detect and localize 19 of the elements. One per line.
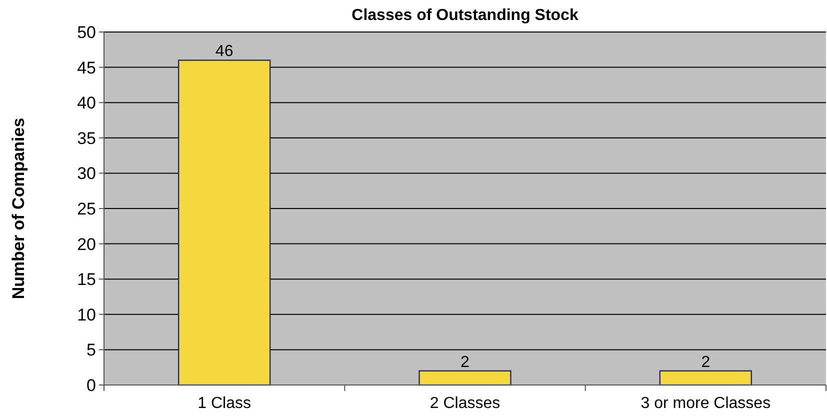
y-tick-label: 25 (77, 199, 96, 218)
data-label: 2 (701, 354, 710, 371)
y-tick-label: 5 (86, 340, 96, 360)
y-tick-label: 15 (77, 270, 96, 290)
y-tick-label: 20 (77, 234, 96, 254)
data-label: 2 (460, 354, 470, 371)
y-axis-title: Number of Companies (9, 118, 28, 300)
y-tick-label: 50 (77, 22, 96, 42)
y-tick-label: 30 (77, 164, 96, 184)
x-tick-label: 1 Class (198, 395, 252, 412)
y-tick-label: 35 (77, 128, 96, 148)
x-tick-label: 3 or more Classes (640, 395, 771, 412)
y-tick-label: 45 (77, 58, 96, 78)
data-label: 46 (215, 43, 234, 60)
y-tick-label: 40 (77, 94, 96, 113)
chart-title: Classes of Outstanding Stock (352, 7, 578, 24)
y-tick-label: 10 (77, 305, 96, 324)
x-tick-label: 2 Classes (430, 395, 500, 412)
y-tick-label: 0 (86, 376, 96, 395)
